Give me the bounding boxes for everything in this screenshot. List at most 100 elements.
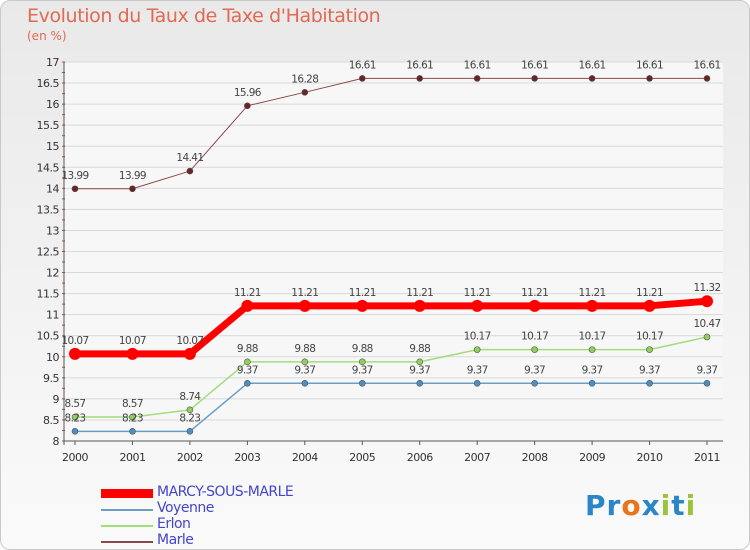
data-point	[588, 75, 596, 82]
data-point	[416, 358, 424, 366]
data-label: 10.07	[119, 335, 146, 347]
data-point	[416, 380, 424, 387]
data-label: 10.47	[693, 318, 720, 330]
data-label: 16.61	[579, 59, 606, 71]
series-line-marle	[75, 77, 707, 190]
data-point	[71, 185, 79, 193]
data-label: 16.61	[636, 59, 663, 71]
data-label: 9.37	[524, 364, 545, 376]
y-tick-label: 15.5	[37, 119, 60, 132]
data-label: 11.21	[464, 287, 491, 299]
chart-unit-label: (en %)	[27, 29, 67, 43]
y-tick-label: 9	[53, 393, 60, 406]
data-point	[701, 295, 713, 308]
data-point	[646, 346, 653, 353]
legend-swatch	[101, 489, 153, 498]
data-label: 10.17	[579, 331, 606, 343]
data-point	[646, 380, 653, 387]
data-label: 10.07	[61, 335, 88, 347]
y-tick-label: 16	[46, 98, 59, 111]
legend-swatch	[101, 509, 153, 511]
legend-swatch	[101, 541, 153, 543]
x-tick-label: 2000	[62, 451, 88, 464]
data-label: 8.23	[65, 412, 86, 424]
series-line-voyenne	[75, 382, 707, 433]
data-point	[244, 102, 251, 110]
x-tick-label: 2004	[292, 451, 318, 464]
series-line-marcy-sous-marle	[75, 297, 708, 358]
data-point	[473, 380, 481, 387]
data-point	[356, 299, 369, 312]
data-point	[358, 75, 366, 82]
data-point	[703, 333, 711, 341]
data-label: 11.21	[291, 287, 318, 299]
data-label: 11.21	[234, 287, 261, 299]
data-label: 8.57	[65, 398, 86, 410]
data-label: 9.37	[582, 364, 603, 376]
data-point	[586, 299, 599, 312]
data-point	[416, 75, 424, 82]
y-tick-label: 8	[53, 435, 60, 448]
x-tick-label: 2010	[637, 451, 663, 464]
y-tick-label: 9.5	[43, 372, 59, 385]
legend-item: Voyenne	[101, 500, 361, 517]
data-point	[531, 75, 538, 82]
y-tick-label: 13	[46, 224, 59, 237]
data-label: 16.28	[291, 73, 318, 85]
y-tick-label: 17	[46, 56, 59, 69]
legend-item: Marle	[101, 532, 361, 549]
y-tick-label: 13.5	[37, 203, 60, 216]
data-label: 9.88	[352, 343, 373, 355]
y-tick-label: 14	[46, 182, 59, 195]
logo-letter: x	[641, 489, 661, 522]
x-tick-label: 2003	[234, 451, 260, 464]
x-tick-label: 2011	[694, 451, 720, 464]
data-label: 10.07	[176, 335, 203, 347]
data-label: 9.37	[294, 364, 315, 376]
y-tick-label: 12	[46, 267, 59, 280]
data-point	[126, 347, 139, 360]
data-point	[301, 89, 309, 96]
data-point	[531, 346, 538, 353]
y-tick-label: 12.5	[37, 246, 60, 259]
proxiti-logo: Proxiti	[585, 489, 696, 522]
data-point	[531, 380, 538, 387]
data-label: 16.61	[521, 59, 548, 71]
data-label: 13.99	[61, 170, 88, 182]
logo-letter: i	[685, 489, 697, 522]
data-point	[646, 75, 653, 82]
data-point	[186, 428, 194, 435]
data-point	[703, 380, 711, 387]
logo-letter: o	[621, 489, 642, 522]
data-label: 9.37	[237, 364, 258, 376]
data-label: 16.61	[693, 59, 720, 71]
data-label: 16.61	[349, 59, 376, 71]
data-point	[301, 380, 309, 387]
data-point	[186, 167, 194, 175]
data-point	[244, 358, 251, 366]
y-tick-label: 10	[46, 351, 59, 364]
data-label: 11.21	[521, 287, 548, 299]
data-label: 9.37	[467, 364, 488, 376]
data-point	[471, 299, 484, 312]
data-label: 15.96	[234, 87, 262, 99]
data-point	[643, 299, 656, 312]
data-point	[244, 380, 251, 387]
y-tick-label: 15	[46, 140, 59, 153]
data-label: 10.17	[464, 331, 491, 343]
data-point	[69, 347, 81, 360]
data-label: 9.37	[639, 364, 660, 376]
data-point	[588, 346, 596, 353]
legend-label: Erlon	[157, 516, 191, 532]
data-label: 13.99	[119, 170, 146, 182]
legend-item: MARCY-SOUS-MARLE	[101, 484, 361, 501]
data-point	[358, 380, 366, 387]
y-tick-label: 11.5	[37, 288, 60, 301]
legend-label: Voyenne	[157, 500, 214, 516]
data-label: 9.88	[409, 343, 430, 355]
data-label: 14.41	[176, 152, 203, 164]
chart-legend: MARCY-SOUS-MARLE Voyenne Erlon Marle	[101, 484, 361, 549]
y-tick-label: 11	[46, 309, 59, 322]
x-tick-label: 2001	[119, 451, 145, 464]
data-point	[129, 428, 136, 435]
